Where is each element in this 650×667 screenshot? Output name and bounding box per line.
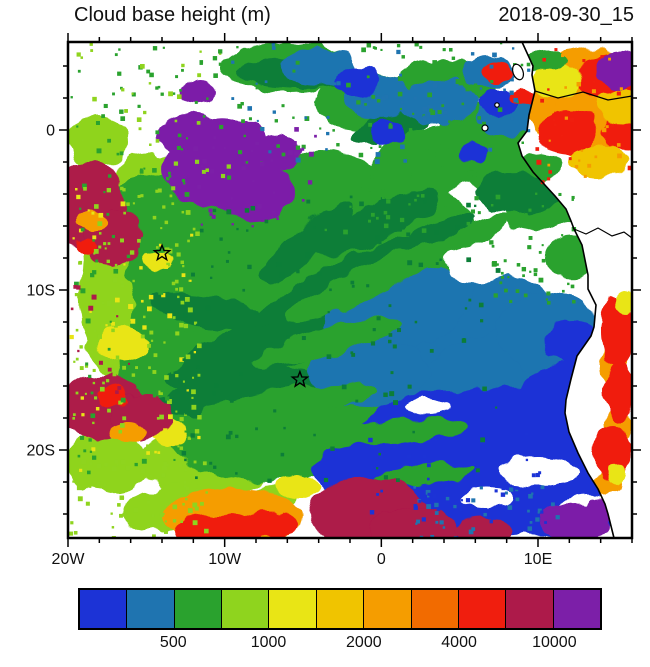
- y-axis-label: 0: [46, 123, 55, 140]
- x-axis-label: 0: [377, 551, 386, 568]
- colorbar-cell: [268, 590, 316, 628]
- rivers-and-borders: [534, 90, 633, 239]
- axis-labels: 20W 10W 0 10E 0 10S 20S: [27, 123, 553, 569]
- colorbar-cell: [552, 590, 600, 628]
- x-axis-label: 20W: [52, 551, 86, 568]
- plot-timestamp: 2018-09-30_15: [498, 4, 634, 26]
- raster-speckle: [68, 42, 633, 539]
- colorbar-tick-label: 2000: [346, 634, 382, 651]
- map-field: [67, 41, 633, 539]
- x-axis-label: 10E: [524, 551, 552, 568]
- islands: [481, 63, 525, 132]
- colorbar-cell: [363, 590, 411, 628]
- colorbar-cell: [457, 590, 506, 628]
- star-marker: [290, 369, 310, 388]
- colorbar-cell: [410, 590, 458, 628]
- colorbar-tick-label: 500: [159, 634, 187, 651]
- map-plot: 20W 10W 0 10E 0 10S 20S: [27, 33, 641, 569]
- colorbar: [78, 588, 602, 630]
- colorbar-cell: [315, 590, 364, 628]
- colorbar-cell: [80, 590, 127, 628]
- plot-title: Cloud base height (m): [74, 4, 271, 26]
- star-markers: [152, 243, 310, 388]
- colorbar-tick-label: 1000: [250, 634, 287, 651]
- colorbar-cell: [173, 590, 222, 628]
- colorbar-cell: [505, 590, 553, 628]
- colorbar-tick-label: 10000: [532, 634, 577, 651]
- star-marker: [152, 243, 172, 262]
- y-axis-label: 20S: [27, 443, 55, 460]
- coastline: [517, 41, 615, 539]
- x-axis-label: 10W: [208, 551, 242, 568]
- axis-ticks: [59, 33, 641, 547]
- colorbar-cell: [126, 590, 174, 628]
- colorbar-tick-label: 4000: [441, 634, 477, 651]
- y-axis-label: 10S: [27, 283, 55, 300]
- colorbar-labels: 500 1000 2000 4000 10000: [78, 634, 602, 654]
- colorbar-cell: [221, 590, 269, 628]
